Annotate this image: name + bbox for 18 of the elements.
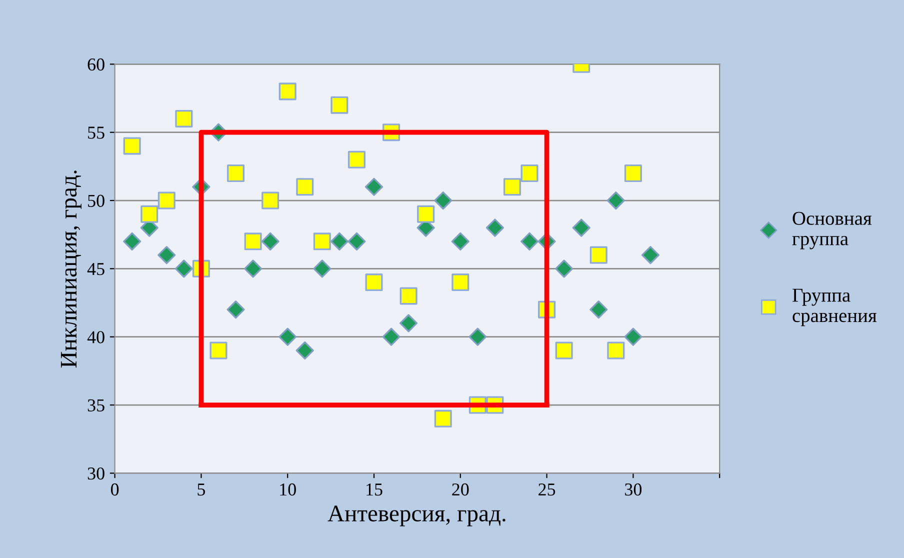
x-tick-label: 20 [452,483,469,496]
x-tick-label: 5 [198,484,206,496]
y-tick-label: 40 [87,331,104,344]
x-tick-label: 10 [280,483,296,496]
x-tick-label: 0 [110,483,119,496]
y-tick-label: 30 [88,467,104,480]
legend-label: Группа сравнения [792,288,877,326]
y-tick-label: 55 [88,126,104,139]
y-tick-label: 50 [88,194,104,207]
legend-label: Основная группа [792,212,872,250]
x-tick-label: 25 [538,483,556,496]
y-tick-label: 35 [88,399,104,412]
y-tick-label: 45 [87,263,104,276]
y-tick-label: 60 [88,58,104,71]
x-axis-title: Антеверсия, град. [328,506,506,526]
x-tick-label: 30 [625,483,642,496]
y-axis-title: Инклиниация, град. [60,170,82,368]
x-tick-label: 15 [366,484,382,496]
